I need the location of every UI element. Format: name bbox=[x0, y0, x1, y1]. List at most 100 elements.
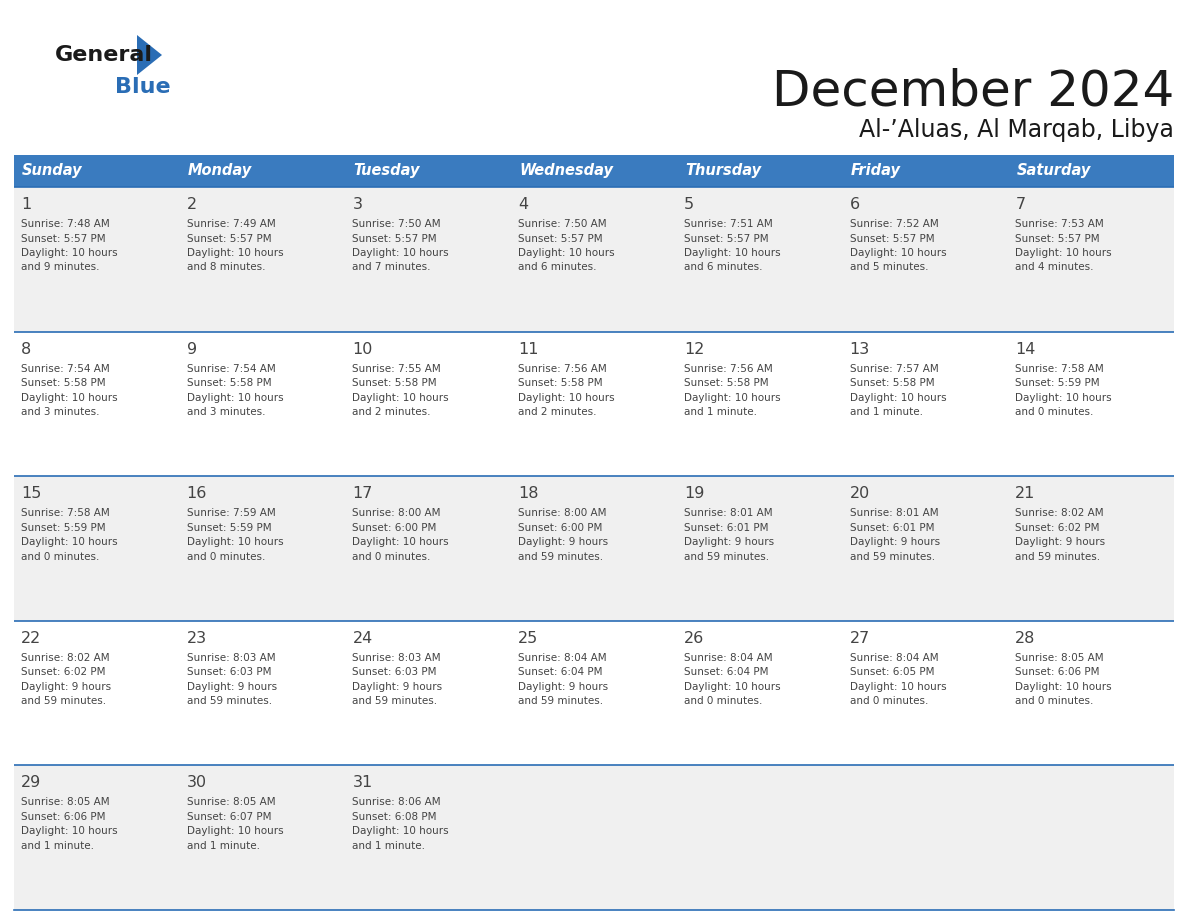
Text: Daylight: 10 hours: Daylight: 10 hours bbox=[849, 248, 946, 258]
Text: 6: 6 bbox=[849, 197, 860, 212]
Text: Sunset: 5:59 PM: Sunset: 5:59 PM bbox=[187, 522, 271, 532]
Bar bbox=[14, 766, 1174, 910]
Text: Sunrise: 8:00 AM: Sunrise: 8:00 AM bbox=[518, 509, 607, 518]
Text: Daylight: 10 hours: Daylight: 10 hours bbox=[21, 826, 118, 836]
Text: Daylight: 10 hours: Daylight: 10 hours bbox=[684, 248, 781, 258]
Text: Friday: Friday bbox=[851, 163, 901, 178]
Text: December 2024: December 2024 bbox=[772, 68, 1174, 116]
Text: Sunrise: 8:05 AM: Sunrise: 8:05 AM bbox=[1016, 653, 1104, 663]
Bar bbox=[1009, 155, 1174, 187]
Text: 27: 27 bbox=[849, 631, 870, 645]
Text: and 5 minutes.: and 5 minutes. bbox=[849, 263, 928, 273]
Text: Sunrise: 7:55 AM: Sunrise: 7:55 AM bbox=[353, 364, 441, 374]
Text: Daylight: 10 hours: Daylight: 10 hours bbox=[1016, 248, 1112, 258]
Text: Daylight: 10 hours: Daylight: 10 hours bbox=[187, 248, 284, 258]
Text: Sunrise: 8:04 AM: Sunrise: 8:04 AM bbox=[518, 653, 607, 663]
Text: Daylight: 10 hours: Daylight: 10 hours bbox=[1016, 393, 1112, 403]
Text: 12: 12 bbox=[684, 341, 704, 356]
Text: Sunset: 6:04 PM: Sunset: 6:04 PM bbox=[684, 667, 769, 677]
Text: Daylight: 10 hours: Daylight: 10 hours bbox=[21, 537, 118, 547]
Text: 3: 3 bbox=[353, 197, 362, 212]
Text: Sunrise: 7:53 AM: Sunrise: 7:53 AM bbox=[1016, 219, 1104, 229]
Text: Daylight: 10 hours: Daylight: 10 hours bbox=[849, 682, 946, 692]
Text: Daylight: 10 hours: Daylight: 10 hours bbox=[187, 537, 284, 547]
Text: Sunrise: 7:48 AM: Sunrise: 7:48 AM bbox=[21, 219, 109, 229]
Text: and 2 minutes.: and 2 minutes. bbox=[353, 407, 431, 417]
Text: and 0 minutes.: and 0 minutes. bbox=[187, 552, 265, 562]
Text: and 6 minutes.: and 6 minutes. bbox=[684, 263, 763, 273]
Text: Daylight: 10 hours: Daylight: 10 hours bbox=[684, 682, 781, 692]
Text: and 3 minutes.: and 3 minutes. bbox=[21, 407, 100, 417]
Text: Sunset: 5:58 PM: Sunset: 5:58 PM bbox=[684, 378, 769, 388]
Text: Daylight: 10 hours: Daylight: 10 hours bbox=[187, 826, 284, 836]
Text: and 9 minutes.: and 9 minutes. bbox=[21, 263, 100, 273]
Text: Sunset: 5:57 PM: Sunset: 5:57 PM bbox=[518, 233, 602, 243]
Text: Sunrise: 8:03 AM: Sunrise: 8:03 AM bbox=[187, 653, 276, 663]
Text: Sunset: 6:08 PM: Sunset: 6:08 PM bbox=[353, 812, 437, 822]
Text: 7: 7 bbox=[1016, 197, 1025, 212]
Text: Daylight: 10 hours: Daylight: 10 hours bbox=[518, 393, 614, 403]
Text: Sunset: 5:58 PM: Sunset: 5:58 PM bbox=[518, 378, 602, 388]
Text: Wednesday: Wednesday bbox=[519, 163, 613, 178]
Text: 4: 4 bbox=[518, 197, 529, 212]
Text: and 0 minutes.: and 0 minutes. bbox=[21, 552, 100, 562]
Text: Sunset: 6:01 PM: Sunset: 6:01 PM bbox=[849, 522, 934, 532]
Bar bbox=[179, 155, 346, 187]
Text: 16: 16 bbox=[187, 487, 207, 501]
Text: 14: 14 bbox=[1016, 341, 1036, 356]
Text: Sunset: 6:06 PM: Sunset: 6:06 PM bbox=[1016, 667, 1100, 677]
Text: 30: 30 bbox=[187, 776, 207, 790]
Text: and 0 minutes.: and 0 minutes. bbox=[353, 552, 431, 562]
Text: 19: 19 bbox=[684, 487, 704, 501]
Text: Sunset: 5:58 PM: Sunset: 5:58 PM bbox=[21, 378, 106, 388]
Text: 10: 10 bbox=[353, 341, 373, 356]
Text: and 0 minutes.: and 0 minutes. bbox=[684, 696, 763, 706]
Text: 9: 9 bbox=[187, 341, 197, 356]
Text: Daylight: 9 hours: Daylight: 9 hours bbox=[353, 682, 443, 692]
Text: Daylight: 10 hours: Daylight: 10 hours bbox=[518, 248, 614, 258]
Text: 22: 22 bbox=[21, 631, 42, 645]
Text: and 59 minutes.: and 59 minutes. bbox=[518, 696, 604, 706]
Text: Sunset: 6:02 PM: Sunset: 6:02 PM bbox=[21, 667, 106, 677]
Text: 28: 28 bbox=[1016, 631, 1036, 645]
Text: 18: 18 bbox=[518, 487, 538, 501]
Text: Sunrise: 7:57 AM: Sunrise: 7:57 AM bbox=[849, 364, 939, 374]
Bar bbox=[14, 476, 1174, 621]
Text: Blue: Blue bbox=[115, 77, 171, 97]
Polygon shape bbox=[137, 35, 162, 75]
Text: Daylight: 9 hours: Daylight: 9 hours bbox=[684, 537, 775, 547]
Text: Sunrise: 7:52 AM: Sunrise: 7:52 AM bbox=[849, 219, 939, 229]
Text: Sunset: 5:57 PM: Sunset: 5:57 PM bbox=[1016, 233, 1100, 243]
Text: 11: 11 bbox=[518, 341, 538, 356]
Text: Sunrise: 7:56 AM: Sunrise: 7:56 AM bbox=[518, 364, 607, 374]
Text: Sunset: 6:05 PM: Sunset: 6:05 PM bbox=[849, 667, 934, 677]
Text: Sunrise: 7:58 AM: Sunrise: 7:58 AM bbox=[1016, 364, 1104, 374]
Text: Sunset: 5:58 PM: Sunset: 5:58 PM bbox=[187, 378, 271, 388]
Text: Al-’Aluas, Al Marqab, Libya: Al-’Aluas, Al Marqab, Libya bbox=[859, 118, 1174, 142]
Text: Daylight: 10 hours: Daylight: 10 hours bbox=[353, 393, 449, 403]
Text: Sunrise: 8:05 AM: Sunrise: 8:05 AM bbox=[21, 798, 109, 808]
Text: Daylight: 9 hours: Daylight: 9 hours bbox=[518, 537, 608, 547]
Text: and 59 minutes.: and 59 minutes. bbox=[353, 696, 437, 706]
Text: and 0 minutes.: and 0 minutes. bbox=[849, 696, 928, 706]
Text: 13: 13 bbox=[849, 341, 870, 356]
Bar bbox=[14, 331, 1174, 476]
Text: Sunrise: 7:50 AM: Sunrise: 7:50 AM bbox=[353, 219, 441, 229]
Bar bbox=[14, 621, 1174, 766]
Text: 21: 21 bbox=[1016, 487, 1036, 501]
Text: Sunrise: 7:50 AM: Sunrise: 7:50 AM bbox=[518, 219, 607, 229]
Text: 24: 24 bbox=[353, 631, 373, 645]
Text: and 3 minutes.: and 3 minutes. bbox=[187, 407, 265, 417]
Text: Sunrise: 8:01 AM: Sunrise: 8:01 AM bbox=[684, 509, 772, 518]
Text: and 59 minutes.: and 59 minutes. bbox=[518, 552, 604, 562]
Text: Sunrise: 7:49 AM: Sunrise: 7:49 AM bbox=[187, 219, 276, 229]
Text: 20: 20 bbox=[849, 487, 870, 501]
Bar bbox=[842, 155, 1009, 187]
Text: Sunset: 5:58 PM: Sunset: 5:58 PM bbox=[849, 378, 934, 388]
Text: Sunrise: 8:01 AM: Sunrise: 8:01 AM bbox=[849, 509, 939, 518]
Text: Sunset: 5:57 PM: Sunset: 5:57 PM bbox=[353, 233, 437, 243]
Text: and 6 minutes.: and 6 minutes. bbox=[518, 263, 596, 273]
Text: and 59 minutes.: and 59 minutes. bbox=[1016, 552, 1100, 562]
Text: and 1 minute.: and 1 minute. bbox=[684, 407, 757, 417]
Text: and 0 minutes.: and 0 minutes. bbox=[1016, 696, 1094, 706]
